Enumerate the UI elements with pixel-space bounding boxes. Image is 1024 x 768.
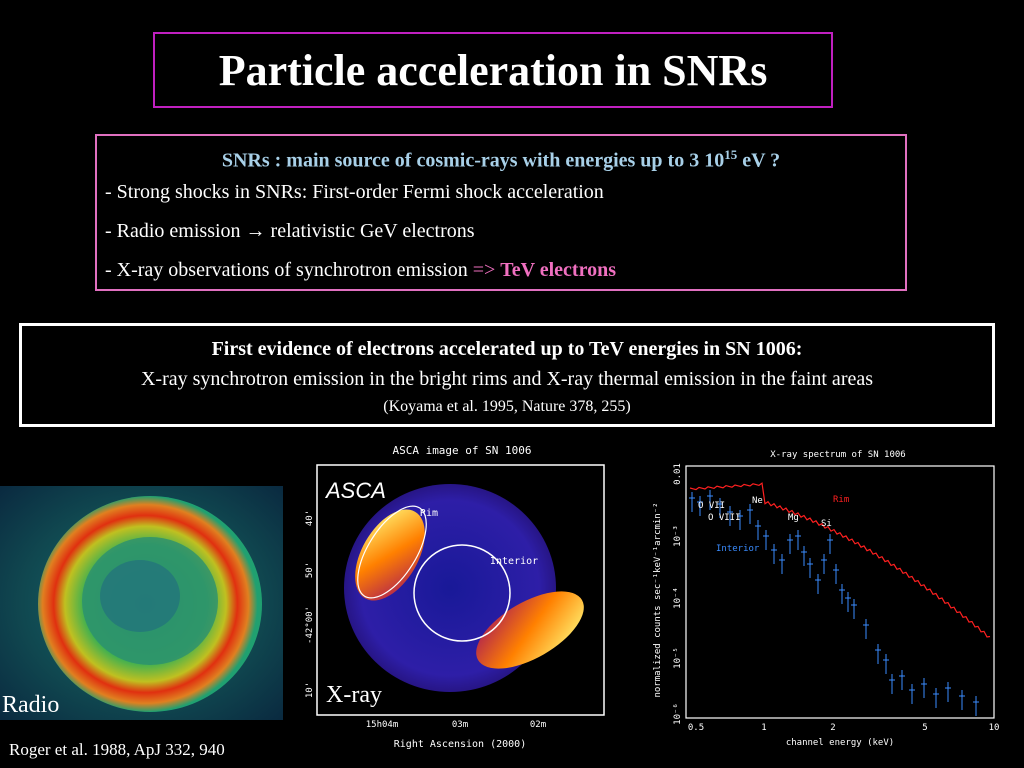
evidence-citation: (Koyama et al. 1995, Nature 378, 255) <box>383 398 631 415</box>
rim-spectrum-series <box>689 482 991 638</box>
evidence-heading: First evidence of electrons accelerated … <box>211 338 803 360</box>
asca-ytick: 50' <box>305 562 315 578</box>
snr-summary-box: SNRs : main source of cosmic-rays with e… <box>95 134 907 291</box>
xray-label: X-ray <box>326 682 382 708</box>
xray-spectrum-plot: X-ray spectrum of SN 1006 0.5 1 2 5 10 c… <box>653 450 1000 748</box>
radio-image <box>0 486 283 720</box>
tev-electrons-highlight: TeV electrons <box>500 259 617 281</box>
rim-legend: Rim <box>833 495 849 505</box>
asca-xtick: 02m <box>530 720 546 730</box>
asca-xlabel: Right Ascension (2000) <box>394 739 526 750</box>
rim-label: Rim <box>420 508 438 519</box>
asca-ytick: 10' <box>305 682 315 698</box>
spectrum-xtick: 1 <box>761 723 766 733</box>
bullet-xray-text: - X-ray observations of synchrotron emis… <box>105 259 473 281</box>
title-box: Particle acceleration in SNRs <box>153 32 833 108</box>
radio-citation: Roger et al. 1988, ApJ 332, 940 <box>9 740 225 759</box>
interior-label: Interior <box>490 556 538 567</box>
asca-badge: ASCA <box>324 478 386 503</box>
asca-xtick: 15h04m <box>366 720 399 730</box>
asca-ytick: 40' <box>305 510 315 526</box>
arrow-text: => <box>472 259 496 281</box>
spectrum-xlabel: channel energy (keV) <box>786 738 894 748</box>
spectrum-xtick: 2 <box>830 723 835 733</box>
spectrum-ytick: 10⁻³ <box>673 525 683 547</box>
interior-legend: Interior <box>716 544 760 554</box>
ne-label: Ne <box>752 496 763 506</box>
bullet-xray: - X-ray observations of synchrotron emis… <box>105 259 616 282</box>
interior-spectrum-series <box>689 490 979 716</box>
spectrum-title: X-ray spectrum of SN 1006 <box>770 450 905 460</box>
spectrum-ytick: 0.01 <box>673 463 683 485</box>
snr-heading-suffix: eV ? <box>737 149 781 172</box>
snr-heading-exponent: 15 <box>724 147 738 162</box>
evidence-box: First evidence of electrons accelerated … <box>19 323 995 427</box>
evidence-description: X-ray synchrotron emission in the bright… <box>140 368 874 390</box>
spectrum-xtick: 10 <box>989 723 1000 733</box>
bullet-fermi: - Strong shocks in SNRs: First-order Fer… <box>105 181 604 203</box>
slide-title: Particle acceleration in SNRs <box>218 45 768 95</box>
oviii-label: O VIII <box>708 513 741 523</box>
spectrum-xtick: 5 <box>922 723 927 733</box>
asca-xtick: 03m <box>452 720 468 730</box>
si-label: Si <box>821 519 832 529</box>
radio-label: Radio <box>2 692 60 718</box>
asca-ytick: -42°00' <box>305 606 315 644</box>
mg-label: Mg <box>788 513 799 523</box>
asca-title: ASCA image of SN 1006 <box>392 444 531 457</box>
asca-xray-image: ASCA image of SN 1006 Rim Interior ASCA … <box>305 444 605 750</box>
spectrum-ytick: 10⁻⁴ <box>673 587 683 609</box>
spectrum-ylabel: normalized counts sec⁻¹keV⁻¹arcmin⁻² <box>653 502 663 697</box>
ovii-label: O VII <box>698 501 725 511</box>
spectrum-xtick: 0.5 <box>688 723 704 733</box>
snr-heading-text: SNRs : main source of cosmic-rays with e… <box>221 149 725 172</box>
snr-heading: SNRs : main source of cosmic-rays with e… <box>97 147 905 173</box>
bullet-radio: - Radio emission → relativistic GeV elec… <box>105 220 475 242</box>
spectrum-ytick: 10⁻⁵ <box>673 647 683 669</box>
spectrum-ytick: 10⁻⁶ <box>673 703 683 725</box>
